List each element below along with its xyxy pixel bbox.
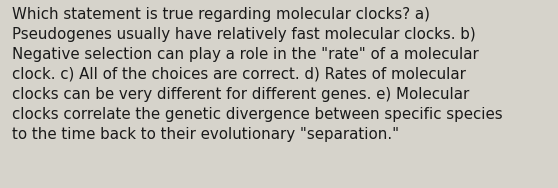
Text: Which statement is true regarding molecular clocks? a)
Pseudogenes usually have : Which statement is true regarding molecu… — [12, 7, 503, 142]
